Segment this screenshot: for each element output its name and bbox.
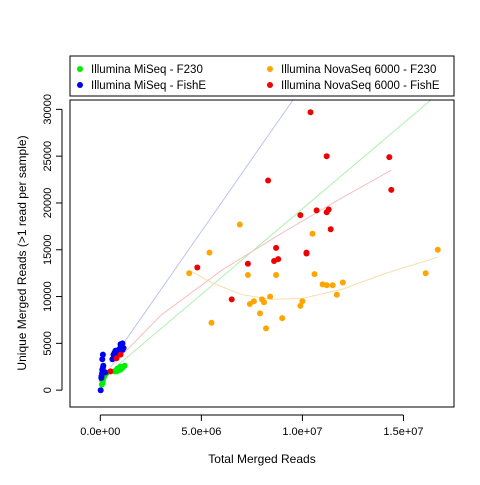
data-point-series-3	[267, 293, 274, 300]
legend-box	[69, 55, 455, 97]
data-point-series-4	[194, 264, 201, 271]
data-point-series-3	[236, 221, 243, 228]
data-point-series-4	[323, 153, 330, 160]
legend-label: Illumina MiSeq - FishE	[91, 80, 206, 92]
data-point-series-1	[114, 365, 121, 372]
data-point-series-3	[323, 282, 330, 289]
data-point-series-2	[119, 346, 126, 353]
data-point-series-4	[107, 368, 114, 375]
data-point-series-2	[99, 351, 106, 358]
data-point-series-4	[307, 109, 314, 116]
data-point-series-3	[297, 302, 304, 309]
data-point-series-3	[422, 270, 429, 277]
data-point-series-2	[102, 369, 109, 376]
y-axis: 0 5000 10000 15000 20000 25000 30000	[42, 94, 63, 393]
data-point-series-4	[327, 226, 334, 233]
legend-marker	[77, 82, 83, 88]
data-point-series-3	[279, 315, 286, 322]
y-tick-label: 10000	[42, 281, 54, 312]
legend-marker	[267, 82, 273, 88]
data-point-series-3	[339, 279, 346, 286]
data-point-series-2	[99, 356, 106, 363]
data-point-series-4	[386, 154, 393, 161]
data-point-series-4	[297, 212, 304, 219]
y-axis-label: Unique Merged Reads (>1 read per sample)	[15, 135, 29, 370]
data-point-series-4	[275, 256, 282, 263]
data-point-series-3	[244, 272, 251, 278]
data-point-series-4	[388, 186, 395, 193]
data-point-series-2	[100, 362, 107, 369]
data-point-series-3	[261, 299, 267, 306]
data-point-series-3	[257, 310, 263, 317]
data-point-series-3	[434, 246, 441, 253]
smooth-lines	[109, 100, 438, 372]
data-point-series-3	[206, 249, 213, 256]
data-point-series-2	[119, 340, 126, 347]
x-tick-label: 1.5e+07	[383, 426, 423, 438]
data-point-series-4	[303, 250, 310, 257]
data-point-series-3	[309, 230, 316, 237]
data-point-series-3	[333, 291, 340, 298]
data-point-series-3	[311, 271, 318, 278]
smooth-line-1	[110, 100, 432, 372]
data-point-series-4	[244, 260, 251, 267]
data-point-series-3	[208, 319, 215, 326]
smooth-line-4	[110, 169, 392, 368]
y-tick-label: 5000	[42, 331, 54, 355]
y-tick-label: 15000	[42, 234, 54, 265]
data-point-series-3	[263, 325, 269, 332]
x-tick-label: 1.0e+07	[282, 426, 322, 438]
data-point-series-3	[250, 298, 257, 305]
data-point-series-4	[228, 296, 235, 303]
data-point-series-3	[273, 272, 280, 278]
x-axis-label: Total Merged Reads	[208, 452, 315, 466]
data-points	[97, 109, 441, 394]
smooth-line-2	[109, 100, 294, 363]
data-point-series-3	[186, 270, 193, 277]
data-point-series-4	[273, 244, 280, 251]
data-point-series-4	[117, 351, 124, 358]
smooth-line-3	[191, 256, 438, 300]
legend: Illumina MiSeq - F230 Illumina MiSeq - Fi…	[69, 55, 455, 97]
data-point-series-4	[313, 207, 320, 214]
x-tick-label: 0.0e+00	[80, 426, 120, 438]
legend-marker	[77, 66, 83, 72]
x-axis: 0.0e+00 5.0e+06 1.0e+07 1.5e+07	[80, 414, 424, 438]
legend-label: Illumina NovaSeq 6000 - FishE	[281, 80, 440, 92]
data-point-series-4	[325, 206, 332, 213]
y-tick-label: 30000	[42, 94, 54, 125]
legend-marker	[267, 66, 273, 72]
data-point-series-2	[97, 387, 104, 394]
data-point-series-4	[113, 355, 120, 362]
data-point-series-3	[299, 298, 306, 305]
plot-frame	[69, 99, 455, 408]
data-point-series-2	[98, 375, 105, 381]
data-point-series-3	[329, 282, 336, 289]
legend-label: Illumina NovaSeq 6000 - F230	[281, 64, 436, 76]
legend-label: Illumina MiSeq - F230	[91, 64, 203, 76]
y-tick-label: 25000	[42, 141, 54, 172]
data-point-series-4	[265, 177, 272, 184]
y-tick-label: 0	[42, 387, 54, 393]
x-tick-label: 5.0e+06	[181, 426, 221, 438]
y-tick-label: 20000	[42, 188, 54, 219]
